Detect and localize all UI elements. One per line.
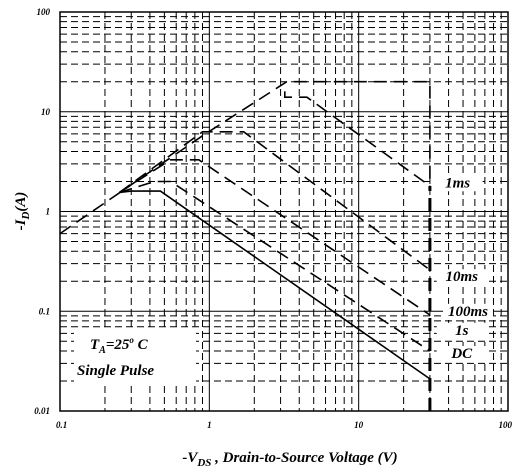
series-line-10ms [118, 131, 431, 271]
annotation-100ms: 100ms [448, 304, 488, 320]
series-line-dc [119, 190, 431, 380]
annotation-background [443, 303, 494, 320]
y-axis-label: -ID(A) [13, 192, 32, 231]
annotation-background [436, 345, 487, 362]
y-tick-label: 100 [37, 7, 51, 17]
series-line-100ms [118, 159, 431, 316]
annotations: 1ms 10ms 100ms 1s DC [432, 175, 494, 362]
series-line-limit [283, 91, 431, 187]
series-line-1ms [59, 80, 431, 235]
ambient-temperature-label: TA=25o C [90, 335, 149, 356]
plot-frame [59, 11, 509, 412]
annotation-background [436, 269, 487, 286]
x-tick-label: 0.1 [56, 420, 67, 430]
x-tick-label: 10 [354, 420, 364, 430]
annotation-1ms: 1ms [445, 175, 470, 191]
x-tick-label: 100 [499, 420, 512, 430]
annotation-background [436, 322, 487, 339]
series [59, 80, 432, 411]
x-tick-label: 1 [207, 420, 212, 430]
annotation-dc: DC [450, 346, 473, 362]
annotation-background [432, 175, 483, 192]
y-tick-label: 0.01 [34, 406, 50, 416]
tick-labels: 0.1 1 10 100 0.01 0.1 1 10 100 [34, 7, 512, 430]
y-tick-label: 0.1 [39, 306, 50, 316]
x-axis-label: -VDS , Drain-to-Source Voltage (V) [182, 450, 397, 469]
series-line-1s [119, 180, 431, 352]
y-tick-label: 1 [46, 207, 51, 217]
annotation-10ms: 10ms [445, 269, 478, 285]
condition-label-background [74, 328, 196, 384]
y-tick-label: 10 [41, 107, 51, 117]
condition-label: TA=25o C Single Pulse [74, 328, 196, 384]
annotation-1s: 1s [455, 323, 469, 339]
single-pulse-label: Single Pulse [77, 363, 154, 379]
